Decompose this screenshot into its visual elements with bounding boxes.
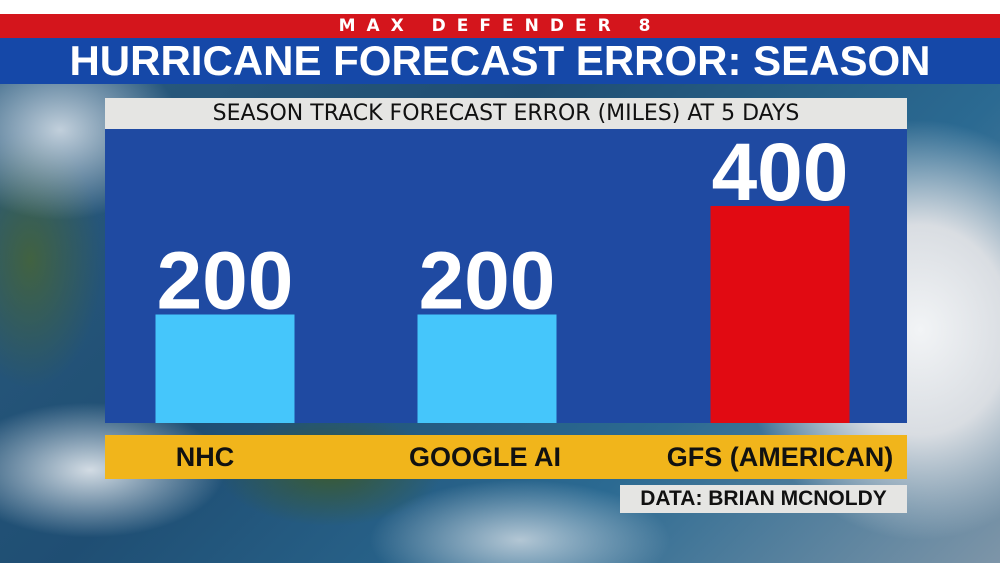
category-label-google-ai: GOOGLE AI [408, 442, 561, 472]
category-label-gfs: GFS (AMERICAN) [666, 442, 894, 472]
data-label-1: 200 [419, 236, 556, 327]
data-label-0: 200 [157, 236, 294, 327]
category-label-nhc: NHC [175, 442, 235, 472]
category-label-band [105, 435, 907, 479]
data-source: DATA: BRIAN MCNOLDY [620, 485, 907, 513]
chart-title: SEASON TRACK FORECAST ERROR (MILES) AT 5… [105, 98, 907, 129]
brand-bar: MAX DEFENDER 8 [0, 14, 1000, 38]
bar-chart: 200 200 400 [155, 127, 850, 423]
bar-0 [155, 314, 295, 423]
data-label-2: 400 [712, 127, 849, 218]
bar-2 [710, 206, 850, 423]
bar-1 [417, 314, 557, 423]
headline: HURRICANE FORECAST ERROR: SEASON [0, 38, 1000, 84]
top-white-strip [0, 0, 1000, 14]
